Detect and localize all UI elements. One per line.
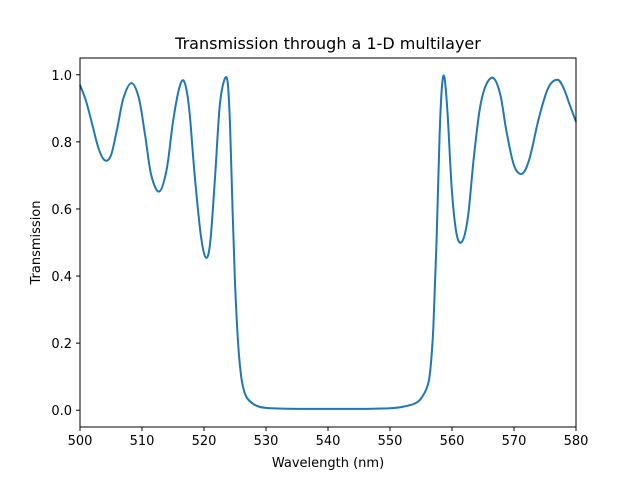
- x-tick-label: 530: [254, 434, 279, 449]
- y-tick-label: 0.4: [51, 270, 72, 285]
- chart-title: Transmission through a 1-D multilayer: [174, 34, 481, 53]
- plot-area: [79, 57, 577, 428]
- y-tick-label: 1.0: [51, 69, 72, 84]
- x-tick-label: 520: [192, 434, 217, 449]
- x-tick-label: 550: [378, 434, 403, 449]
- x-axis-label: Wavelength (nm): [272, 456, 384, 471]
- y-tick-label: 0.8: [51, 136, 72, 151]
- x-tick-label: 540: [316, 434, 341, 449]
- y-axis-label: Transmission: [29, 201, 44, 286]
- x-tick-label: 580: [564, 434, 589, 449]
- x-tick-label: 500: [68, 434, 93, 449]
- y-tick-label: 0.2: [51, 337, 72, 352]
- x-axis: 500 510 520 530 540 550 560 570 580: [68, 427, 589, 449]
- transmission-line: [79, 74, 577, 410]
- y-tick-label: 0.0: [51, 404, 72, 419]
- x-tick-label: 560: [440, 434, 465, 449]
- x-tick-label: 510: [130, 434, 155, 449]
- axes-frame: [79, 57, 577, 428]
- y-axis: 0.0 0.2 0.4 0.6 0.8 1.0: [51, 69, 80, 419]
- x-tick-label: 570: [502, 434, 527, 449]
- y-tick-label: 0.6: [51, 203, 72, 218]
